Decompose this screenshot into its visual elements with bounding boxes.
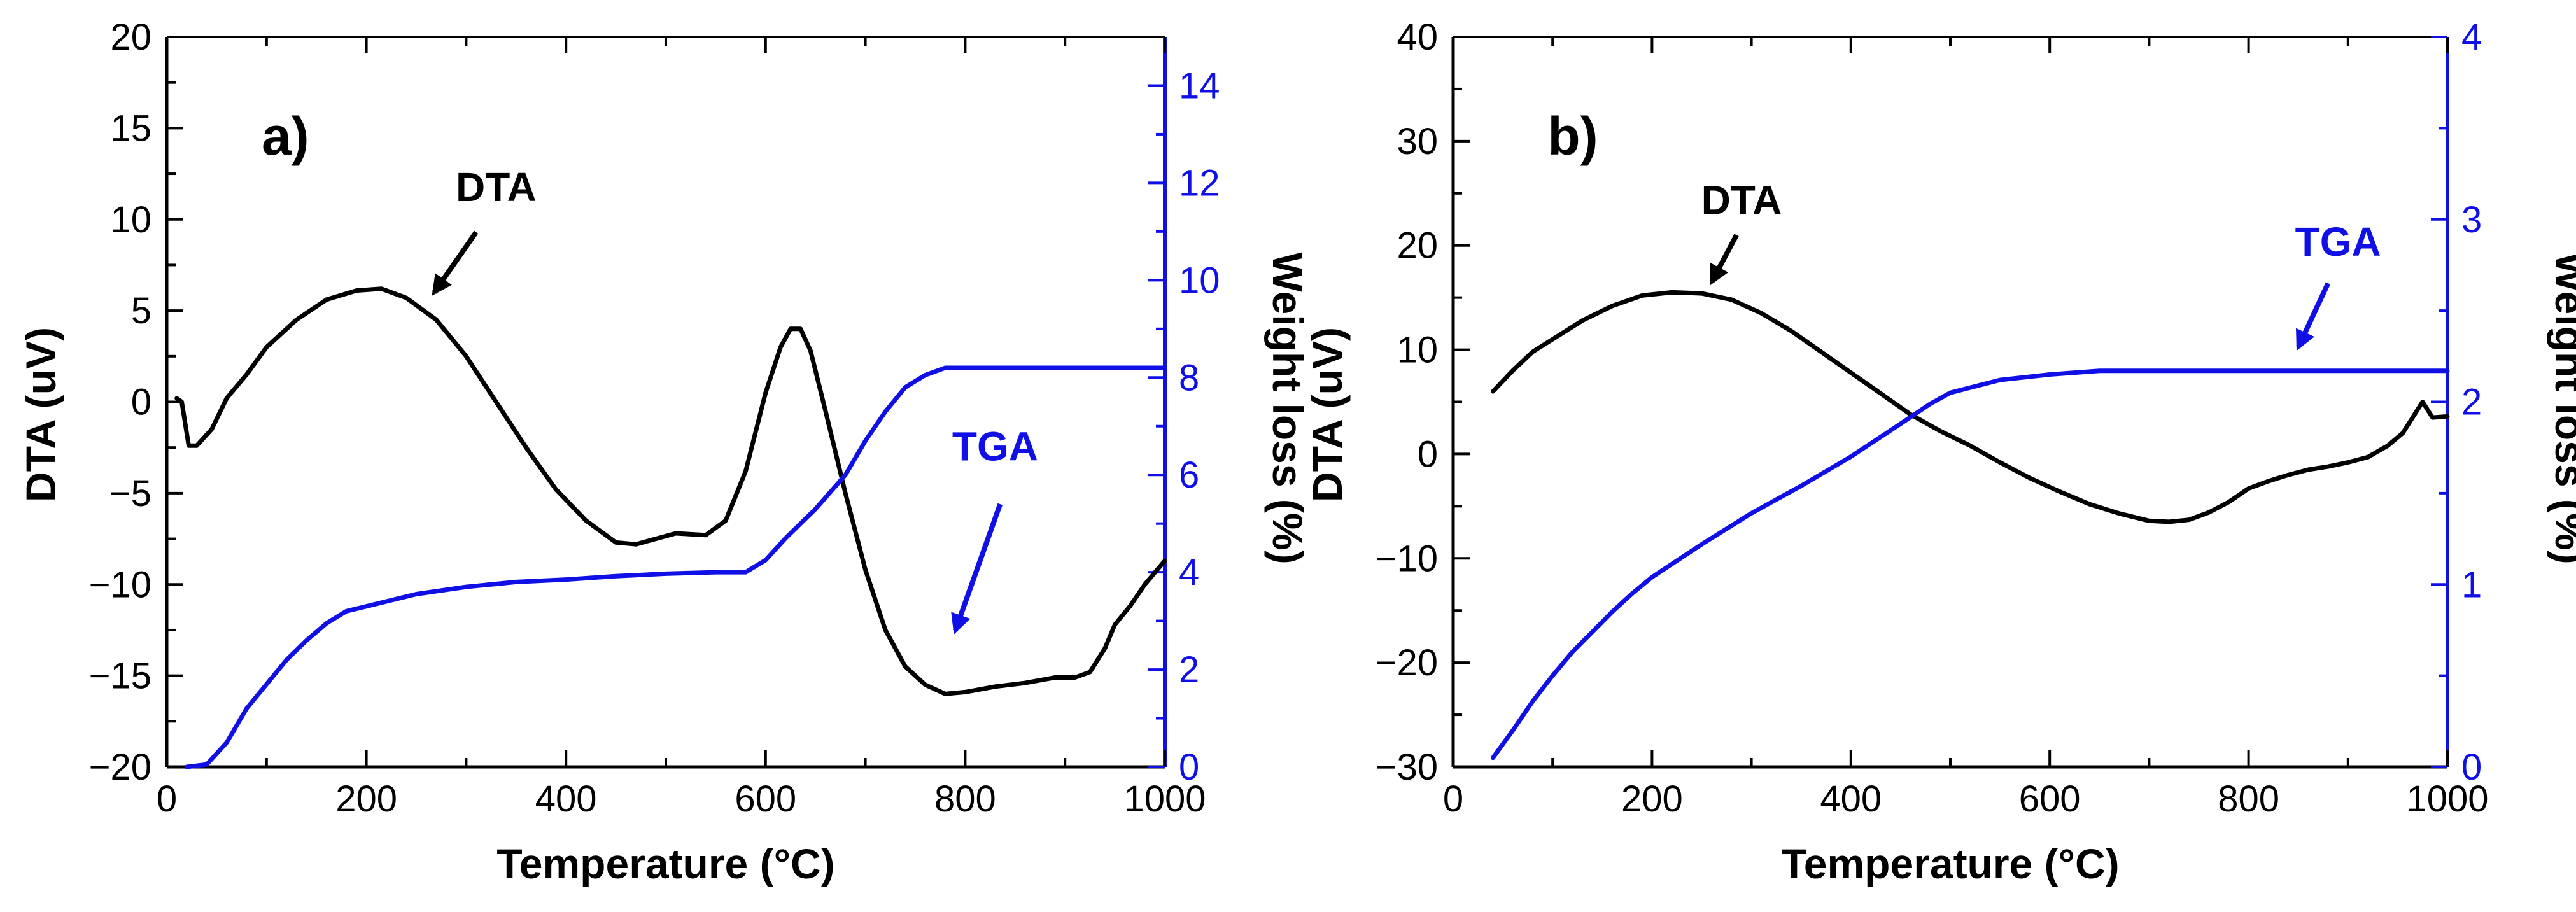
- y-tick-label: 10: [110, 199, 151, 241]
- y-tick-label: −15: [89, 656, 151, 697]
- panel-label: a): [262, 106, 309, 166]
- annotation-arrow-dta: [432, 230, 479, 296]
- y-axis-label: DTA (uV): [17, 327, 64, 502]
- annotation-arrow-dta: [1709, 234, 1739, 286]
- y2-tick-label: 1: [2461, 564, 2482, 605]
- y-axis-label: DTA (uV): [1304, 327, 1351, 502]
- y-tick-label: 30: [1397, 121, 1438, 162]
- x-tick-label: 0: [157, 778, 177, 820]
- y-tick-label: 20: [1397, 225, 1438, 267]
- y2-tick-label: 2: [2461, 382, 2482, 423]
- y2-tick-label: 0: [2461, 747, 2482, 788]
- x-tick-label: 400: [1820, 778, 1882, 820]
- y2-tick-label: 4: [1179, 552, 1199, 593]
- x-tick-label: 800: [934, 778, 996, 820]
- y-tick-label: −20: [89, 747, 151, 788]
- x-axis-label: Temperature (°C): [496, 840, 834, 887]
- annotation-dta: DTA: [456, 164, 537, 210]
- x-tick-label: 800: [2218, 778, 2279, 820]
- y-tick-label: 10: [1397, 330, 1438, 371]
- y2-axis-label: Weight loss (%): [2547, 252, 2576, 564]
- y2-axis-label: Weight loss (%): [1264, 252, 1311, 564]
- chart-panel-a: 0 200 400 600 800 1000−20−15−10−5051015200246…: [17, 17, 1311, 887]
- annotation-arrow-tga: [951, 503, 1003, 635]
- series-line-tga: [1491, 368, 2450, 761]
- y-tick-label: −30: [1376, 747, 1438, 788]
- y-tick-label: 40: [1397, 17, 1438, 58]
- x-tick-label: 600: [2019, 778, 2081, 820]
- x-tick-label: 200: [335, 778, 397, 820]
- y-tick-label: −10: [89, 564, 151, 605]
- x-tick-label: 600: [735, 778, 796, 820]
- y2-tick-label: 12: [1179, 162, 1220, 204]
- y2-tick-label: 8: [1179, 357, 1199, 398]
- series-line-dta: [174, 286, 1167, 696]
- y2-tick-label: 10: [1179, 260, 1220, 301]
- x-tick-label: 1000: [2406, 778, 2488, 820]
- y-tick-label: −5: [109, 473, 151, 514]
- y2-tick-label: 3: [2461, 199, 2482, 241]
- y2-tick-label: 4: [2461, 17, 2482, 58]
- y-tick-label: −10: [1376, 538, 1438, 579]
- chart-panel-b: 0 200 400 600 800 1000−30−20−1001020304001234…: [1304, 17, 2576, 887]
- y-tick-label: 20: [110, 17, 151, 58]
- y-tick-label: −20: [1376, 642, 1438, 684]
- annotation-arrow-tga: [2296, 282, 2331, 351]
- y2-tick-label: 0: [1179, 747, 1199, 788]
- y2-tick-label: 2: [1179, 649, 1199, 691]
- y-tick-label: 5: [131, 290, 151, 332]
- y-tick-label: 15: [110, 108, 151, 149]
- x-tick-label: 0: [1443, 778, 1463, 820]
- y-tick-label: 0: [1418, 433, 1438, 475]
- annotation-dta: DTA: [1701, 178, 1782, 223]
- x-tick-label: 400: [535, 778, 597, 820]
- annotation-tga: TGA: [952, 423, 1038, 469]
- x-tick-label: 200: [1621, 778, 1683, 820]
- series-line-dta: [1491, 290, 2450, 524]
- x-axis-label: Temperature (°C): [1781, 840, 2119, 887]
- annotation-tga: TGA: [2295, 219, 2381, 265]
- series-line-tga: [184, 365, 1167, 769]
- y2-tick-label: 14: [1179, 65, 1220, 106]
- x-tick-label: 1000: [1123, 778, 1206, 820]
- panel-label: b): [1547, 106, 1598, 166]
- y-tick-label: 0: [131, 382, 151, 423]
- y2-tick-label: 6: [1179, 454, 1199, 496]
